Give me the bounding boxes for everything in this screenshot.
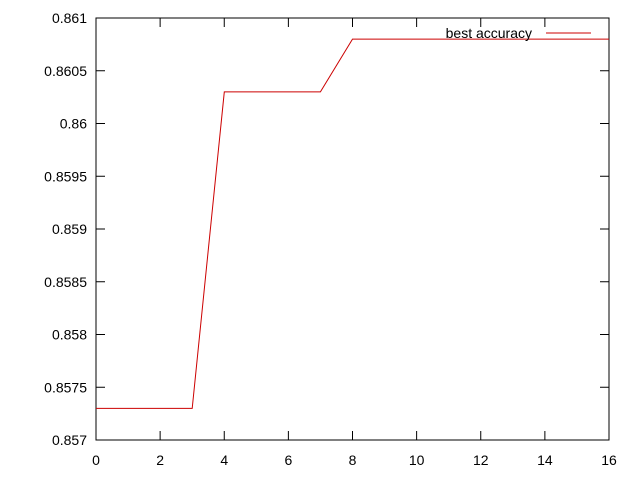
series-layer (96, 38, 609, 409)
series-line-0 (96, 38, 609, 409)
y-tick-label: 0.857 (52, 432, 87, 448)
y-tick-label: 0.8605 (44, 63, 87, 79)
x-tick-label: 0 (92, 452, 100, 468)
axis-tick-labels: 0 2 4 6 8 10 12 14 16 0.857 0.8575 0.858 0.8585 0.859… (44, 10, 617, 468)
y-tick-label: 0.8575 (44, 379, 87, 395)
legend: best accuracy (446, 25, 591, 41)
y-tick-label: 0.858 (52, 327, 87, 343)
x-tick-label: 12 (473, 452, 489, 468)
plot-frame (95, 17, 610, 441)
x-tick-label: 2 (156, 452, 164, 468)
axis-ticks (95, 17, 610, 441)
y-tick-label: 0.86 (60, 116, 87, 132)
x-tick-label: 14 (537, 452, 553, 468)
x-tick-label: 6 (284, 452, 292, 468)
x-tick-label: 8 (349, 452, 357, 468)
x-tick-label: 10 (409, 452, 425, 468)
y-tick-label: 0.859 (52, 221, 87, 237)
x-tick-label: 16 (601, 452, 617, 468)
y-tick-label: 0.8585 (44, 274, 87, 290)
y-tick-label: 0.8595 (44, 168, 87, 184)
x-tick-label: 4 (220, 452, 228, 468)
y-tick-label: 0.861 (52, 10, 87, 26)
legend-label-best-accuracy: best accuracy (446, 25, 532, 41)
